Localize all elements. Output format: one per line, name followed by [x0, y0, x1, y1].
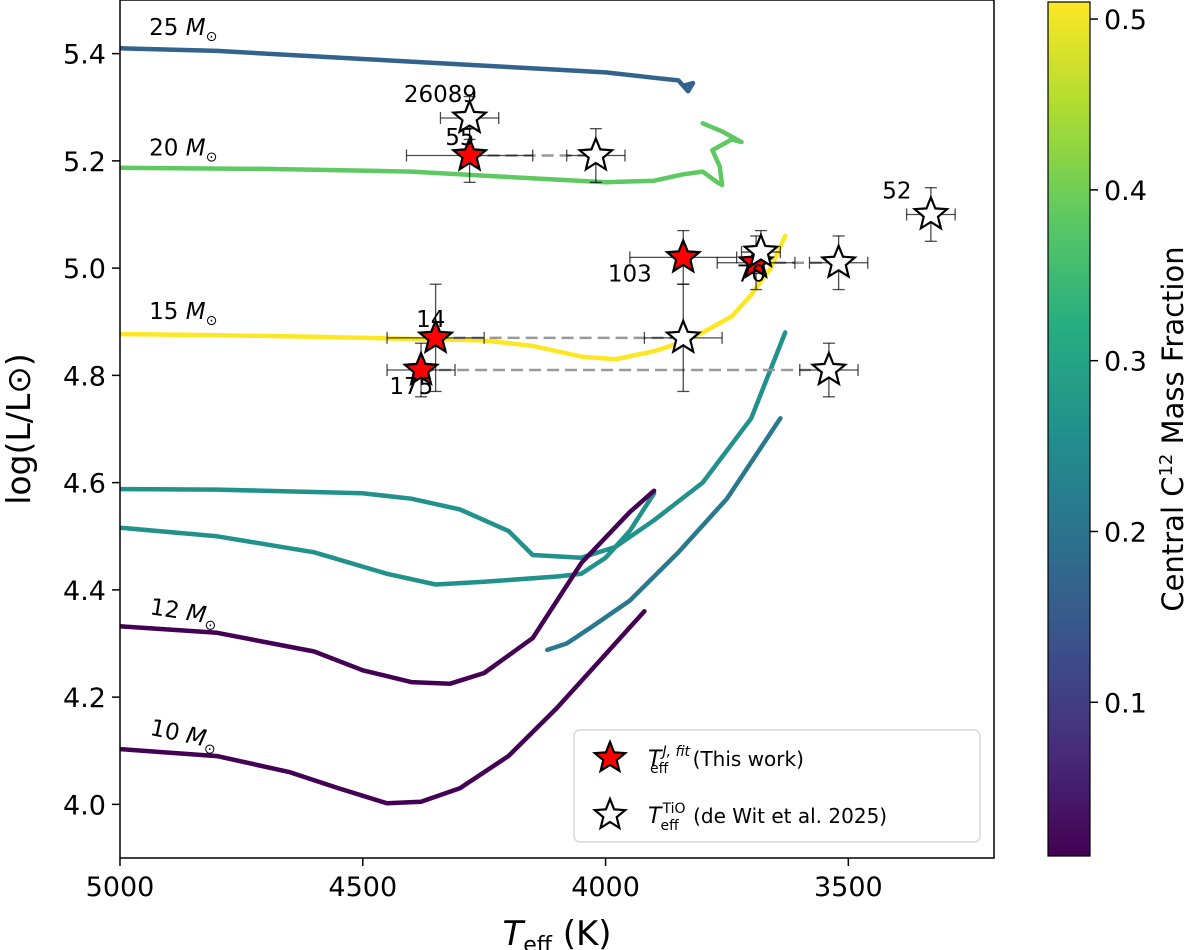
- legend-fit-label-T: T: [648, 747, 663, 772]
- track-mass-label-20: 20 M⊙: [149, 136, 217, 166]
- plot-frame: [119, 0, 995, 859]
- track-mass-sun: ⊙: [203, 617, 217, 635]
- legend-tio-label-tail: (de Wit et al. 2025): [687, 804, 887, 828]
- legend-tio-marker: [592, 796, 628, 831]
- star-label-103: 103: [608, 262, 652, 288]
- track-line-branch-3: [120, 330, 788, 560]
- legend-tio-label-T: T: [648, 804, 663, 829]
- track-mass-symbol: M: [186, 299, 206, 325]
- legend-tio-label-sup: TiO: [661, 801, 685, 817]
- y-tick-label-4.8: 4.8: [63, 361, 106, 392]
- colorbar-tick-label-0.5: 0.5: [1104, 5, 1147, 36]
- track-mass-sun: ⊙: [206, 150, 218, 166]
- colorbar-tick-label-0.4: 0.4: [1104, 176, 1147, 207]
- star-label-26089: 26089: [404, 82, 477, 108]
- legend-frame: [573, 729, 981, 843]
- colorbar-label-sup: 12: [1156, 454, 1177, 477]
- legend-tio-label: TTiO eff (de Wit et al. 2025): [648, 801, 887, 834]
- track-line-25: [120, 46, 696, 94]
- track-mass-sun: ⊙: [206, 313, 218, 329]
- tio-star-52: [911, 194, 950, 231]
- fit-star-103: [664, 237, 703, 274]
- star-label-14: 14: [416, 307, 445, 333]
- colorbar-tick-label-0.1: 0.1: [1104, 688, 1147, 719]
- x-axis-label-unit: (K): [552, 914, 612, 950]
- colorbar-label: Central C12 Mass Fraction: [1156, 246, 1190, 611]
- y-tick-label-4.2: 4.2: [63, 683, 106, 714]
- track-line-10: [120, 609, 647, 806]
- track-mass-symbol: M: [186, 136, 206, 162]
- track-mass-value: 10: [148, 715, 189, 748]
- x-axis-label-main: T: [502, 914, 525, 950]
- track-line-branch-4: [120, 491, 657, 587]
- x-tick-label-4500: 4500: [328, 872, 397, 903]
- track-mass-label-12: 12 M⊙: [148, 594, 220, 634]
- legend-tio-star: [592, 796, 628, 831]
- track-line-15: [120, 233, 788, 362]
- colorbar-gradient: [1047, 1, 1091, 857]
- star-label-175: 175: [389, 374, 433, 400]
- legend-fit-label-sub: eff: [650, 761, 669, 777]
- y-axis: 4.0 4.2 4.4 4.6 4.8 5.0 5.2 5.4: [63, 40, 120, 821]
- legend: TJ, fit eff (This work) TTiO eff (de Wit e…: [573, 729, 981, 843]
- colorbar-label-main: Central C: [1156, 477, 1190, 612]
- track-mass-value: 25: [149, 15, 186, 41]
- colorbar: 0.1 0.2 0.3 0.4 0.5 Central C12 Mass Fractio…: [1047, 1, 1190, 857]
- legend-fit-label-tail: (This work): [686, 747, 804, 771]
- track-mass-value: 15: [149, 299, 186, 325]
- tio-star-extra-5: [742, 232, 780, 269]
- x-axis-label-sub: eff: [523, 933, 553, 950]
- tracks-layer: [120, 46, 788, 806]
- track-mass-symbol: M: [184, 600, 208, 629]
- star-label-55: 55: [445, 125, 474, 151]
- y-tick-label-5.2: 5.2: [63, 147, 106, 178]
- colorbar-tick-label-0.2: 0.2: [1104, 517, 1147, 548]
- y-tick-label-4.6: 4.6: [63, 469, 106, 500]
- colorbar-tick-label-0.3: 0.3: [1104, 347, 1147, 378]
- tio-star-26089: [450, 98, 489, 135]
- x-tick-label-4000: 4000: [571, 872, 640, 903]
- legend-fit-label: TJ, fit eff (This work): [648, 744, 804, 777]
- tio-star-70: [819, 242, 858, 279]
- stars-layer: [402, 98, 950, 387]
- x-tick-label-5000: 5000: [86, 872, 155, 903]
- y-tick-label-5.4: 5.4: [63, 40, 106, 71]
- track-mass-value: 12: [148, 594, 188, 625]
- legend-fit-star: [592, 739, 628, 774]
- track-mass-value: 20: [149, 136, 186, 162]
- tio-star-14: [664, 317, 703, 354]
- legend-fit-marker: [592, 739, 628, 774]
- track-line-12: [120, 488, 657, 686]
- star-label-52: 52: [882, 178, 911, 204]
- track-line-branch-6: [545, 416, 783, 653]
- track-mass-label-10: 10 M⊙: [147, 715, 220, 759]
- track-mass-sun: ⊙: [206, 29, 218, 45]
- legend-fit-label-sup: J, fit: [659, 744, 690, 760]
- track-mass-sun: ⊙: [202, 741, 217, 759]
- x-axis-label: Teff (K): [502, 914, 611, 950]
- tio-star-55: [576, 135, 615, 172]
- track-mass-label-25: 25 M⊙: [149, 15, 217, 45]
- x-axis: 5000 4500 4000 3500: [86, 858, 883, 903]
- track-line-20: [120, 121, 744, 188]
- track-mass-symbol: M: [186, 15, 206, 41]
- x-tick-label-3500: 3500: [814, 872, 883, 903]
- tio-star-175: [809, 350, 848, 387]
- y-axis-label: log(L/L⊙): [0, 353, 38, 505]
- colorbar-label-tail: Mass Fraction: [1156, 246, 1190, 453]
- fit-star-14: [416, 317, 455, 354]
- y-tick-label-4.4: 4.4: [63, 576, 106, 607]
- track-mass-label-15: 15 M⊙: [149, 299, 217, 329]
- y-tick-label-5.0: 5.0: [63, 254, 106, 285]
- fit-star-175: [402, 350, 440, 387]
- y-tick-label-4.0: 4.0: [63, 790, 106, 821]
- fit-star-55: [450, 135, 489, 172]
- legend-tio-label-sub: eff: [660, 818, 679, 834]
- star-label-70: 70: [737, 262, 766, 288]
- colorbar-ticks: 0.1 0.2 0.3 0.4 0.5: [1090, 5, 1147, 719]
